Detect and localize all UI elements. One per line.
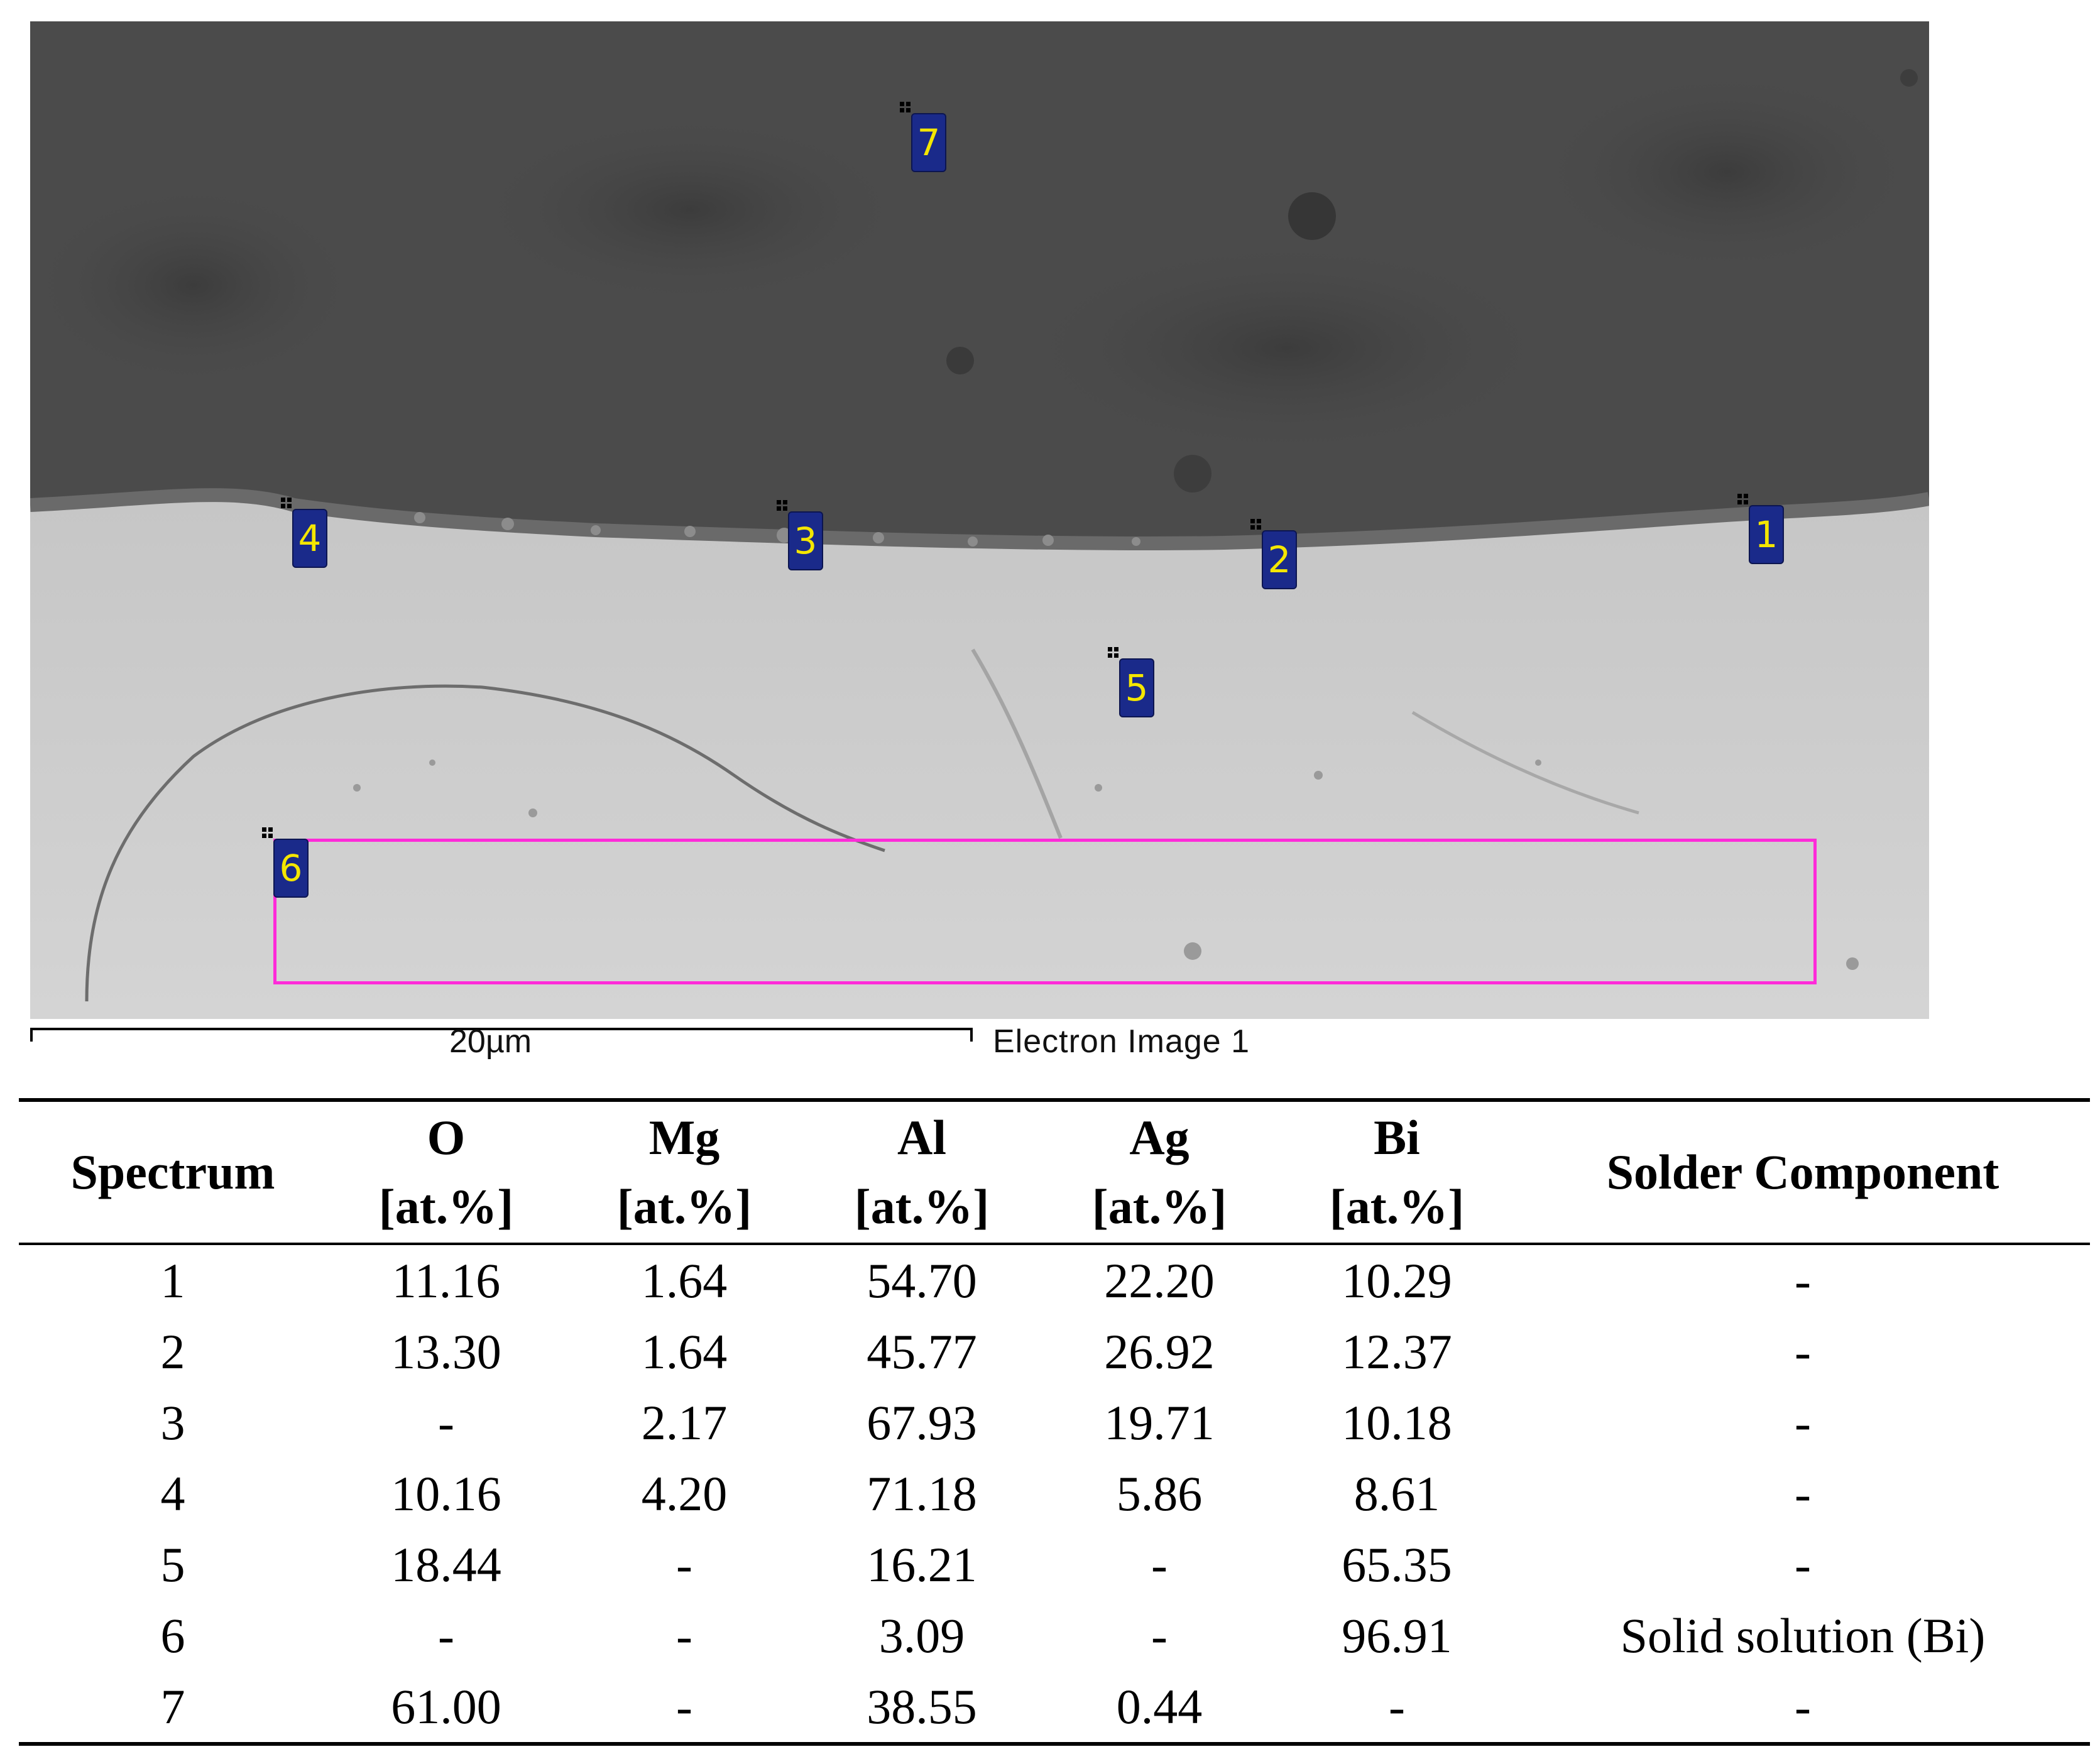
spectrum-marker-3: 3 bbox=[777, 500, 823, 570]
crosshair-icon bbox=[1250, 519, 1262, 530]
table-bottom-rule bbox=[19, 1742, 2090, 1746]
crosshair-icon bbox=[281, 498, 292, 509]
composition-table: Spectrum O [at.%] Mg [at.%] Al [at.%] Ag [at… bbox=[19, 1098, 2090, 1746]
crosshair-icon bbox=[777, 500, 788, 511]
header-ag: Ag [at.%] bbox=[1091, 1110, 1227, 1234]
header-o: O [at.%] bbox=[378, 1110, 514, 1234]
spectrum-marker-7: 7 bbox=[900, 102, 946, 172]
table-header-rule bbox=[19, 1243, 2090, 1245]
header-spectrum: Spectrum bbox=[70, 1145, 275, 1199]
header-bi: Bi [at.%] bbox=[1329, 1110, 1465, 1234]
crosshair-icon bbox=[1108, 647, 1119, 658]
table-row: 4 10.16 4.20 71.18 5.86 8.61- bbox=[160, 1466, 1811, 1521]
scale-bar bbox=[30, 1028, 973, 1042]
scale-bar-label: 20µm bbox=[449, 1023, 532, 1060]
table-row: 7 61.00-38.55 0.44- - bbox=[160, 1679, 1811, 1734]
crosshair-icon bbox=[1737, 494, 1749, 505]
micrograph-texture bbox=[30, 21, 1929, 1019]
table-row: 5 18.44-16.21-65.35- bbox=[160, 1537, 1811, 1592]
table-header-row: Spectrum O [at.%] Mg [at.%] Al [at.%] Ag [at… bbox=[19, 1102, 2090, 1243]
table-top-rule bbox=[19, 1098, 2090, 1102]
table-row: 6- -3.09-96.91 Solid solution (Bi) bbox=[160, 1608, 1986, 1663]
spectrum-6-roi-rectangle bbox=[273, 839, 1817, 984]
table-row: 1 11.16 1.64 54.70 22.20 10.29- bbox=[160, 1253, 1811, 1308]
spectrum-marker-1: 1 bbox=[1737, 494, 1784, 564]
sem-electron-image: 1 2 3 4 5 6 7 bbox=[30, 21, 1929, 1019]
spectrum-marker-2: 2 bbox=[1250, 519, 1297, 589]
table-row: 2 13.30 1.64 45.77 26.92 12.37- bbox=[160, 1324, 1811, 1379]
header-solder-component: Solder Component bbox=[1606, 1145, 1999, 1199]
spectrum-marker-6: 6 bbox=[262, 827, 309, 898]
image-caption: Electron Image 1 bbox=[993, 1023, 1250, 1060]
table-row: 3-2.17 67.93 19.71 10.18- bbox=[160, 1395, 1811, 1450]
header-al: Al [at.%] bbox=[854, 1110, 990, 1234]
crosshair-icon bbox=[262, 827, 273, 839]
spectrum-marker-5: 5 bbox=[1108, 647, 1154, 717]
crosshair-icon bbox=[900, 102, 911, 113]
header-mg: Mg [at.%] bbox=[616, 1110, 752, 1234]
spectrum-marker-4: 4 bbox=[281, 498, 327, 568]
